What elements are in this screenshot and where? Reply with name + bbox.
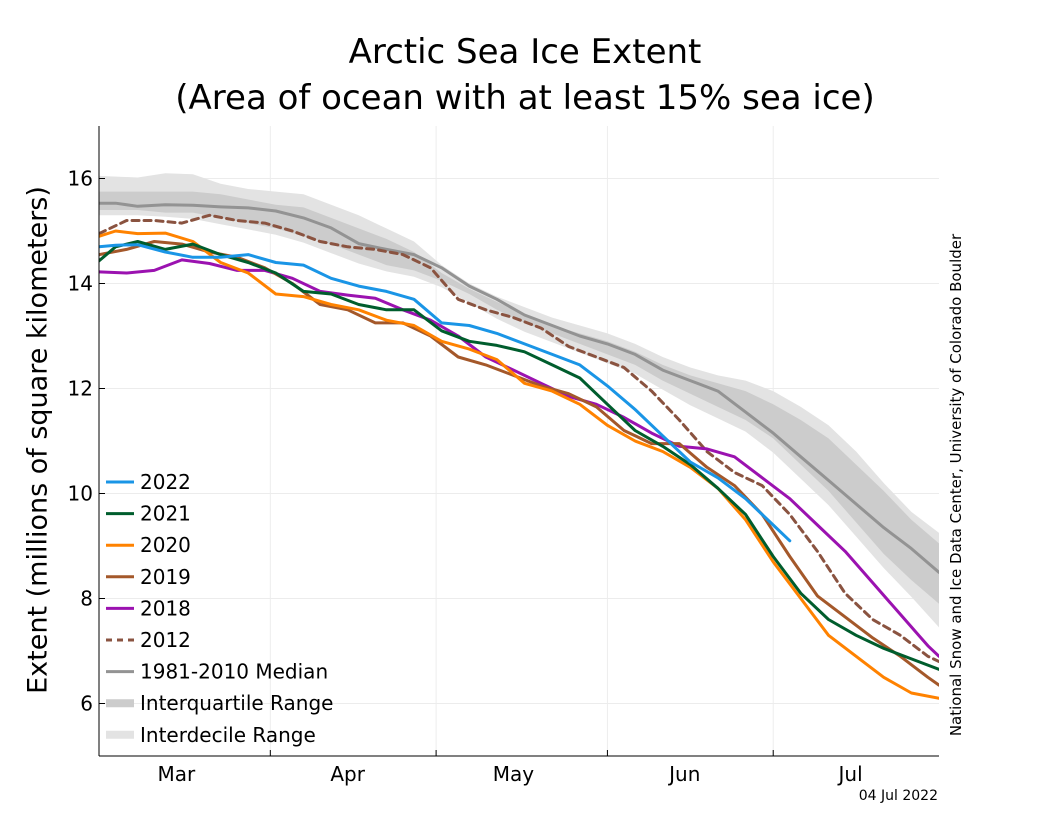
y-tick-label: 14: [68, 272, 93, 296]
x-tick-label-apr: Apr: [330, 762, 365, 786]
y-tick-label: 8: [80, 587, 93, 611]
x-tick-label-jun: Jun: [667, 762, 700, 786]
legend-label-2021: 2021: [140, 502, 191, 526]
legend-label-2018: 2018: [140, 596, 191, 620]
interquartile-range-band: [99, 191, 939, 604]
date-stamp: 04 Jul 2022: [858, 788, 938, 804]
legend-label-2012: 2012: [140, 628, 191, 652]
x-tick-label-may: May: [493, 762, 535, 786]
legend-label-2020: 2020: [140, 533, 191, 557]
plot-area: [99, 173, 939, 700]
series-line-2012: [99, 213, 939, 663]
x-tick-label-mar: Mar: [158, 762, 197, 786]
legend: 2022 2021 2020 2019 2018 2012 1981-2010 Median…: [106, 470, 333, 747]
y-tick-label: 12: [68, 377, 93, 401]
legend-label-2022: 2022: [140, 470, 191, 494]
y-tick-label: 10: [68, 482, 93, 506]
y-tick-label: 6: [80, 692, 93, 716]
chart-title: Arctic Sea Ice Extent: [348, 32, 702, 72]
legend-label-1981-2010-median: 1981-2010 Median: [140, 660, 328, 684]
y-tick-label: 16: [68, 167, 93, 191]
legend-label-2019: 2019: [140, 565, 191, 589]
interdecile-range-band: [99, 173, 939, 628]
series-line-2022: [99, 243, 792, 543]
series-line-2020: [99, 229, 939, 700]
legend-label-interquartile-range: Interquartile Range: [140, 691, 333, 715]
x-tick-label-jul: Jul: [837, 762, 863, 786]
chart-subtitle: (Area of ocean with at least 15% sea ice…: [175, 78, 875, 118]
series-line-2019: [99, 240, 939, 687]
series-line-1981-2010-median: [99, 201, 939, 574]
legend-label-interdecile-range: Interdecile Range: [140, 723, 316, 747]
